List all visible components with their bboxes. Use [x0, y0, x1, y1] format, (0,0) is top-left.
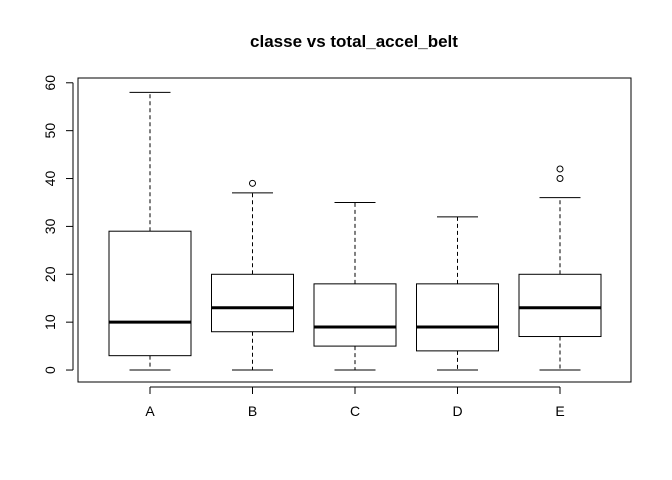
iqr-box-C [313, 283, 397, 347]
y-tick-label-40: 40 [42, 171, 58, 187]
iqr-box-E [518, 273, 602, 338]
outlier-E-1 [556, 165, 564, 173]
iqr-box-B [211, 273, 294, 333]
box-C [313, 201, 397, 371]
x-tick-label-D: D [452, 403, 462, 419]
x-tick-label-E: E [555, 403, 564, 419]
y-axis: 0 10 20 30 40 50 60 [42, 75, 74, 374]
x-tick-label-A: A [145, 403, 155, 419]
y-tick-label-30: 30 [42, 218, 58, 234]
box-A [108, 91, 192, 371]
iqr-box-D [416, 283, 499, 352]
y-tick-label-20: 20 [42, 266, 58, 282]
iqr-box-A [108, 230, 192, 357]
y-tick-label-0: 0 [42, 366, 58, 374]
boxes-layer [108, 91, 602, 371]
x-tick-label-C: C [350, 403, 360, 419]
y-tick-label-60: 60 [42, 75, 58, 91]
plot-frame [77, 77, 632, 383]
outlier-B-0 [249, 179, 256, 187]
box-D [416, 216, 499, 371]
y-tick-label-10: 10 [42, 314, 58, 330]
x-axis: A B C D E [145, 386, 565, 419]
box-B [211, 179, 294, 371]
y-tick-label-50: 50 [42, 123, 58, 139]
outlier-E-0 [556, 175, 564, 183]
box-E [518, 165, 602, 371]
chart-title: classe vs total_accel_belt [250, 32, 458, 51]
x-tick-label-B: B [248, 403, 257, 419]
